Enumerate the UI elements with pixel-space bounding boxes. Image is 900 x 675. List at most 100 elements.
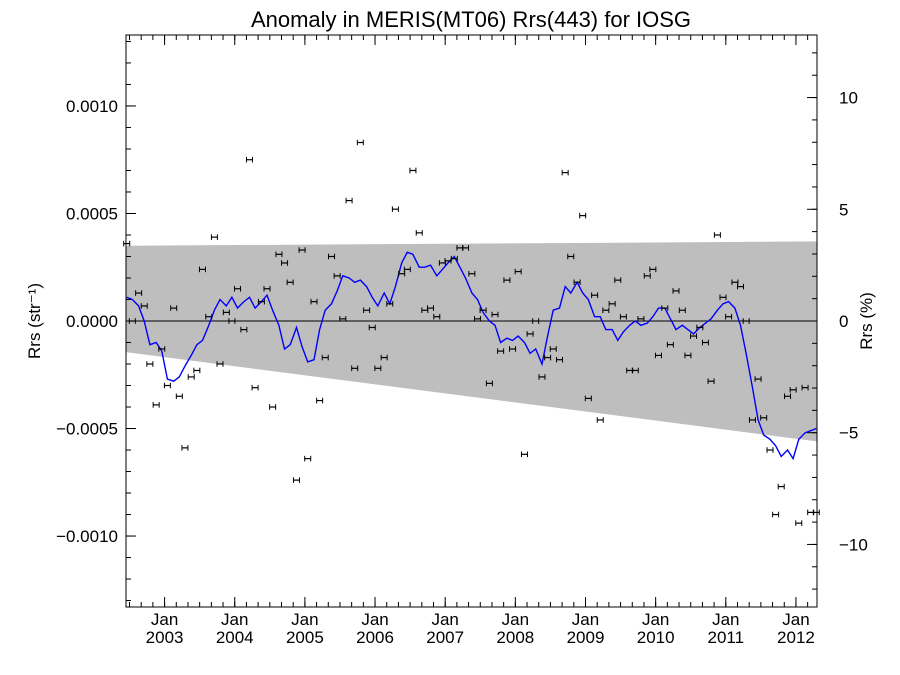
- data-point: [245, 156, 253, 163]
- data-point: [637, 316, 645, 322]
- y-axis-label-left: Rrs (str⁻¹): [25, 283, 44, 359]
- y-axis-left-ticks: 0.0010 0.0005 0.0000 −0.0005 −0.0010: [56, 40, 136, 602]
- x-tick-month-label: Jan: [361, 610, 388, 629]
- x-tick-month-label: Jan: [642, 610, 669, 629]
- y-right-tick-label: 0: [839, 312, 848, 331]
- data-point: [807, 509, 815, 516]
- data-point: [760, 414, 768, 421]
- data-point: [339, 316, 347, 322]
- data-point: [304, 455, 312, 462]
- data-point: [643, 273, 651, 279]
- x-tick-month-label: Jan: [782, 610, 809, 629]
- data-point: [696, 324, 704, 331]
- data-point: [701, 339, 709, 346]
- data-point: [298, 247, 306, 253]
- data-point: [403, 266, 411, 273]
- data-point: [135, 290, 143, 296]
- x-tick-year-label: 2011: [708, 628, 745, 647]
- data-point: [351, 365, 359, 372]
- data-point: [619, 313, 627, 320]
- data-point: [140, 303, 148, 309]
- x-tick-year-label: 2003: [146, 628, 184, 647]
- data-point: [368, 324, 376, 331]
- x-tick-year-label: 2009: [567, 628, 605, 647]
- data-point: [356, 139, 364, 146]
- data-point: [725, 313, 733, 320]
- data-point: [713, 232, 721, 238]
- data-point: [234, 285, 242, 292]
- y-right-tick-label: 5: [839, 200, 848, 219]
- data-point: [292, 477, 300, 483]
- data-point: [544, 354, 552, 361]
- data-point: [187, 374, 195, 380]
- data-point: [380, 354, 388, 361]
- data-point: [503, 277, 511, 283]
- data-point: [777, 483, 785, 490]
- data-point: [152, 402, 160, 408]
- data-point: [789, 387, 797, 393]
- data-point: [491, 311, 499, 318]
- data-point: [193, 367, 201, 374]
- data-point: [251, 384, 259, 391]
- data-point: [514, 268, 522, 275]
- data-point: [240, 326, 248, 333]
- data-point: [275, 251, 283, 258]
- y-tick-label: −0.0005: [56, 420, 118, 439]
- data-point: [216, 361, 224, 367]
- x-axis-ticks: Jan2003Jan2004Jan2005Jan2006Jan2007Jan20…: [129, 35, 815, 647]
- data-point: [386, 301, 394, 307]
- data-point: [158, 346, 166, 352]
- uncertainty-band: [126, 241, 817, 442]
- y-right-tick-label: −10: [839, 535, 868, 554]
- data-point: [263, 285, 271, 292]
- y-right-tick-label: −5: [839, 424, 858, 443]
- data-point: [205, 313, 213, 320]
- data-point: [333, 273, 341, 279]
- data-point: [509, 346, 517, 352]
- smoothed-series-line: [126, 251, 817, 461]
- data-point: [450, 255, 458, 262]
- y-tick-label: 0.0010: [66, 97, 118, 116]
- y-tick-label: −0.0010: [56, 527, 118, 546]
- data-point: [520, 451, 528, 458]
- y-axis-right-ticks: 10 5 0 −5 −10: [807, 52, 868, 590]
- data-point: [602, 307, 610, 314]
- data-point: [532, 318, 540, 324]
- data-point: [614, 277, 622, 283]
- data-point: [666, 341, 674, 348]
- data-point: [672, 288, 680, 294]
- x-tick-year-label: 2007: [426, 628, 464, 647]
- x-tick-month-label: Jan: [431, 610, 458, 629]
- data-point: [567, 253, 575, 260]
- data-point: [123, 240, 131, 247]
- data-point: [719, 294, 727, 301]
- y-axis-label-right: Rrs (%): [857, 292, 876, 350]
- data-point: [631, 367, 639, 374]
- data-point: [766, 447, 774, 453]
- data-point: [146, 361, 154, 367]
- data-point: [181, 445, 189, 451]
- data-point: [579, 212, 587, 219]
- data-point: [170, 305, 178, 311]
- uncertainty-band-layer: [126, 241, 817, 442]
- y-tick-label: 0.0005: [66, 204, 118, 223]
- x-tick-year-label: 2006: [356, 628, 394, 647]
- x-tick-year-label: 2008: [496, 628, 534, 647]
- chart-title: Anomaly in MERIS(MT06) Rrs(443) for IOSG: [251, 7, 691, 32]
- data-point: [573, 279, 581, 286]
- data-point: [228, 318, 236, 324]
- data-point: [468, 270, 476, 277]
- data-point: [526, 331, 534, 337]
- x-tick-month-label: Jan: [502, 610, 529, 629]
- data-point: [433, 313, 441, 320]
- data-point: [654, 352, 662, 359]
- data-point: [538, 374, 546, 380]
- data-point: [678, 307, 686, 314]
- data-point: [556, 356, 564, 363]
- data-point: [485, 380, 493, 387]
- data-point: [649, 266, 657, 273]
- data-point: [316, 397, 324, 404]
- data-point: [345, 197, 353, 204]
- data-point: [286, 279, 294, 286]
- data-point: [608, 301, 616, 307]
